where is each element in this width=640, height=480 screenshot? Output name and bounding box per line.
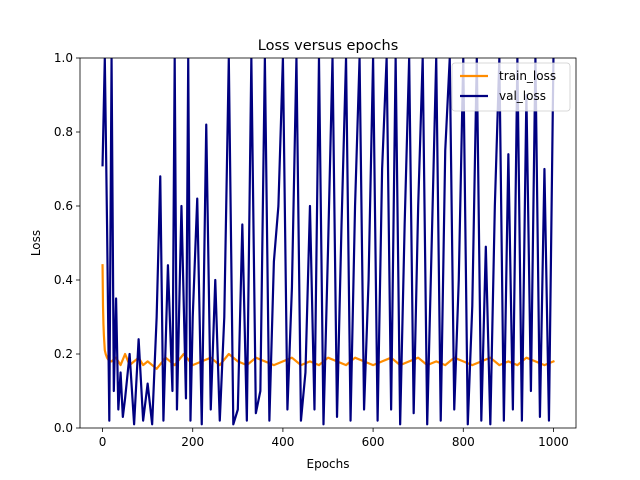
y-tick-label: 0.4 <box>54 273 73 287</box>
series-group <box>101 58 555 426</box>
y-tick-label: 1.0 <box>54 51 73 65</box>
x-axis-title: Epochs <box>307 457 350 471</box>
y-tick-label: 0.8 <box>54 125 73 139</box>
x-tick-label: 400 <box>271 435 294 449</box>
plot-area: 0 200 400 600 800 1000 0.0 0.2 0.4 0.6 0.8 1.0 <box>54 51 577 449</box>
y-tick-label: 0.0 <box>54 421 73 435</box>
legend-label-train_loss: train_loss <box>499 69 556 83</box>
x-tick-label: 200 <box>181 435 204 449</box>
legend-label-val_loss: val_loss <box>499 89 546 103</box>
x-tick-label: 1000 <box>538 435 569 449</box>
y-tick-label: 0.2 <box>54 347 73 361</box>
legend: train_loss val_loss <box>451 62 571 112</box>
chart-title: Loss versus epochs <box>258 38 399 54</box>
x-tick-label: 600 <box>362 435 385 449</box>
series-line-val_loss <box>101 58 555 426</box>
y-tick-label: 0.6 <box>54 199 73 213</box>
axes-frame <box>79 57 577 429</box>
y-axis-title: Loss <box>29 230 43 256</box>
x-tick-label: 0 <box>99 435 107 449</box>
x-tick-label: 800 <box>452 435 475 449</box>
